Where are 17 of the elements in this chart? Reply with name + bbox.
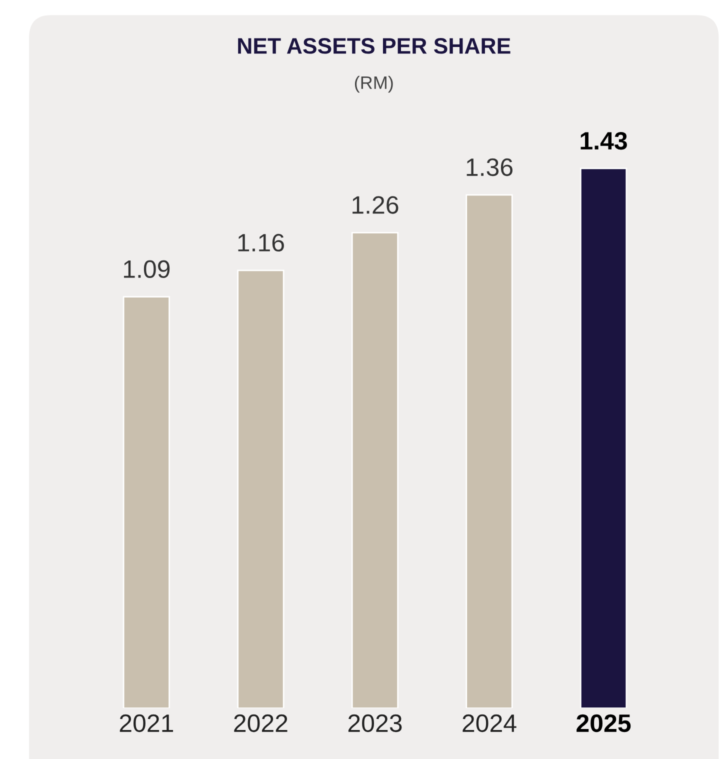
bar <box>466 194 513 708</box>
chart-title: NET ASSETS PER SHARE <box>238 38 510 54</box>
data-label: 1.43 <box>580 132 627 150</box>
x-tick-label: 2023 <box>348 714 402 732</box>
bar <box>580 168 628 708</box>
data-label: 1.36 <box>466 158 512 176</box>
x-tick-label: 2022 <box>234 714 288 732</box>
data-label: 1.16 <box>238 234 284 252</box>
x-tick-label: 2025 <box>576 714 631 732</box>
bar <box>237 270 284 708</box>
data-label: 1.09 <box>124 260 170 278</box>
x-tick-label: 2021 <box>120 714 174 732</box>
chart-subtitle: (RM) <box>354 76 393 93</box>
x-tick-label: 2024 <box>462 714 516 732</box>
bar <box>122 296 170 708</box>
data-label: 1.26 <box>352 196 398 214</box>
bar <box>351 232 399 708</box>
